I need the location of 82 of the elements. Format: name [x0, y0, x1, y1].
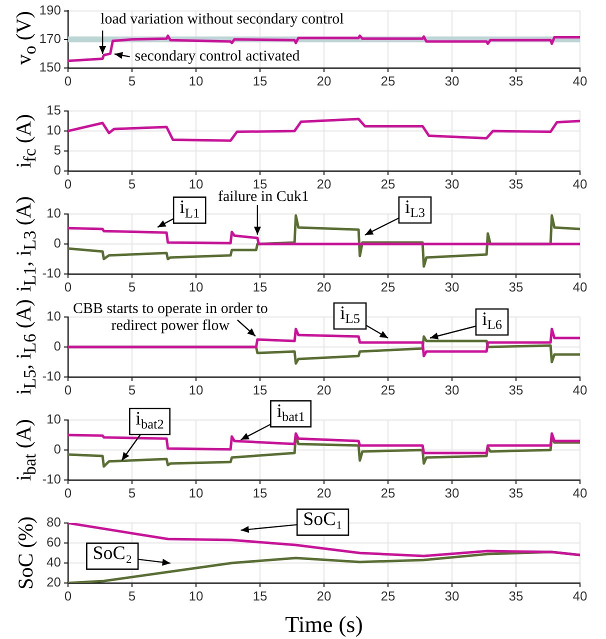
- y-tick-label: 60: [46, 534, 61, 550]
- x-tick-label: 5: [128, 485, 136, 500]
- y-tick-label: 0: [54, 338, 61, 354]
- x-tick-label: 0: [64, 382, 72, 398]
- y-tick-label: 15: [46, 102, 61, 118]
- x-tick-label: 15: [252, 73, 268, 88]
- y-tick-label: -10: [42, 472, 61, 487]
- x-tick-label: 35: [508, 73, 524, 88]
- y-tick-label: -10: [42, 266, 61, 281]
- x-tick-label: 10: [188, 382, 204, 398]
- x-tick-label: 15: [252, 176, 268, 192]
- x-tick-label: 25: [380, 176, 396, 192]
- x-tick-label: 35: [508, 382, 524, 398]
- x-tick-label: 10: [188, 279, 204, 294]
- x-tick-label: 10: [188, 485, 204, 500]
- x-tick-label: 30: [444, 382, 460, 398]
- x-tick-label: 35: [508, 279, 524, 294]
- x-tick-label: 15: [252, 279, 268, 294]
- x-tick-label: 15: [252, 588, 268, 604]
- x-tick-label: 25: [380, 279, 396, 294]
- x-tick-label: 0: [64, 176, 72, 192]
- x-tick-label: 30: [444, 279, 460, 294]
- x-tick-label: 35: [508, 485, 524, 500]
- x-tick-label: 30: [444, 588, 460, 604]
- x-tick-label: 5: [128, 279, 136, 294]
- y-tick-label: 170: [39, 30, 61, 46]
- x-tick-label: 20: [316, 73, 332, 88]
- x-tick-label: 20: [316, 485, 332, 500]
- x-tick-label: 25: [380, 382, 396, 398]
- annotation: failure in Cuk1: [218, 188, 309, 205]
- y-tick-label: 10: [46, 412, 61, 427]
- y-tick-label: 0: [54, 442, 61, 457]
- x-tick-label: 30: [444, 485, 460, 500]
- y-tick-label: 80: [46, 514, 61, 530]
- x-tick-label: 25: [380, 588, 396, 604]
- x-tick-label: 40: [572, 382, 588, 398]
- y-tick-label: 20: [46, 574, 61, 590]
- y-tick-label: 40: [46, 554, 61, 570]
- x-tick-label: 35: [508, 176, 524, 192]
- x-tick-label: 40: [572, 279, 588, 294]
- x-tick-label: 35: [508, 588, 524, 604]
- series-label: SoC₁: [303, 509, 342, 530]
- x-tick-label: 5: [128, 73, 136, 88]
- annotation: secondary control activated: [134, 48, 300, 65]
- x-tick-label: 30: [444, 176, 460, 192]
- y-tick-label: 0: [54, 236, 61, 251]
- x-tick-label: 0: [64, 485, 72, 500]
- x-tick-label: 20: [316, 588, 332, 604]
- y-tick-label: 10: [46, 308, 61, 324]
- y-tick-label: 190: [39, 2, 61, 18]
- x-tick-label: 10: [188, 73, 204, 88]
- x-tick-label: 15: [252, 485, 268, 500]
- series-label: SoC₂: [92, 543, 132, 564]
- x-tick-label: 20: [316, 279, 332, 294]
- y-tick-label: 0: [54, 162, 61, 178]
- y-tick-label: -10: [42, 368, 61, 384]
- y-tick-label: 10: [46, 122, 61, 138]
- y-tick-label: 10: [46, 206, 61, 221]
- x-tick-label: 25: [380, 485, 396, 500]
- x-tick-label: 15: [252, 382, 268, 398]
- x-tick-label: 0: [64, 279, 72, 294]
- x-tick-label: 5: [128, 382, 136, 398]
- x-tick-label: 20: [316, 176, 332, 192]
- x-tick-label: 40: [572, 73, 588, 88]
- x-tick-label: 30: [444, 73, 460, 88]
- annotation: load variation without secondary control: [100, 11, 344, 28]
- x-tick-label: 40: [572, 588, 588, 604]
- y-axis-title: SoC (%): [14, 516, 38, 590]
- annotation: CBB starts to operate in order to redirect power flow: [72, 300, 268, 334]
- y-tick-label: 5: [54, 142, 61, 158]
- x-axis-title: Time (s): [284, 612, 364, 638]
- x-tick-label: 25: [380, 73, 396, 88]
- x-tick-label: 5: [128, 588, 136, 604]
- y-tick-label: 150: [39, 60, 61, 75]
- x-tick-label: 0: [64, 588, 72, 604]
- x-tick-label: 40: [572, 176, 588, 192]
- x-tick-label: 5: [128, 176, 136, 192]
- x-tick-label: 10: [188, 176, 204, 192]
- x-tick-label: 0: [64, 73, 72, 88]
- x-tick-label: 20: [316, 382, 332, 398]
- x-tick-label: 40: [572, 485, 588, 500]
- x-tick-label: 10: [188, 588, 204, 604]
